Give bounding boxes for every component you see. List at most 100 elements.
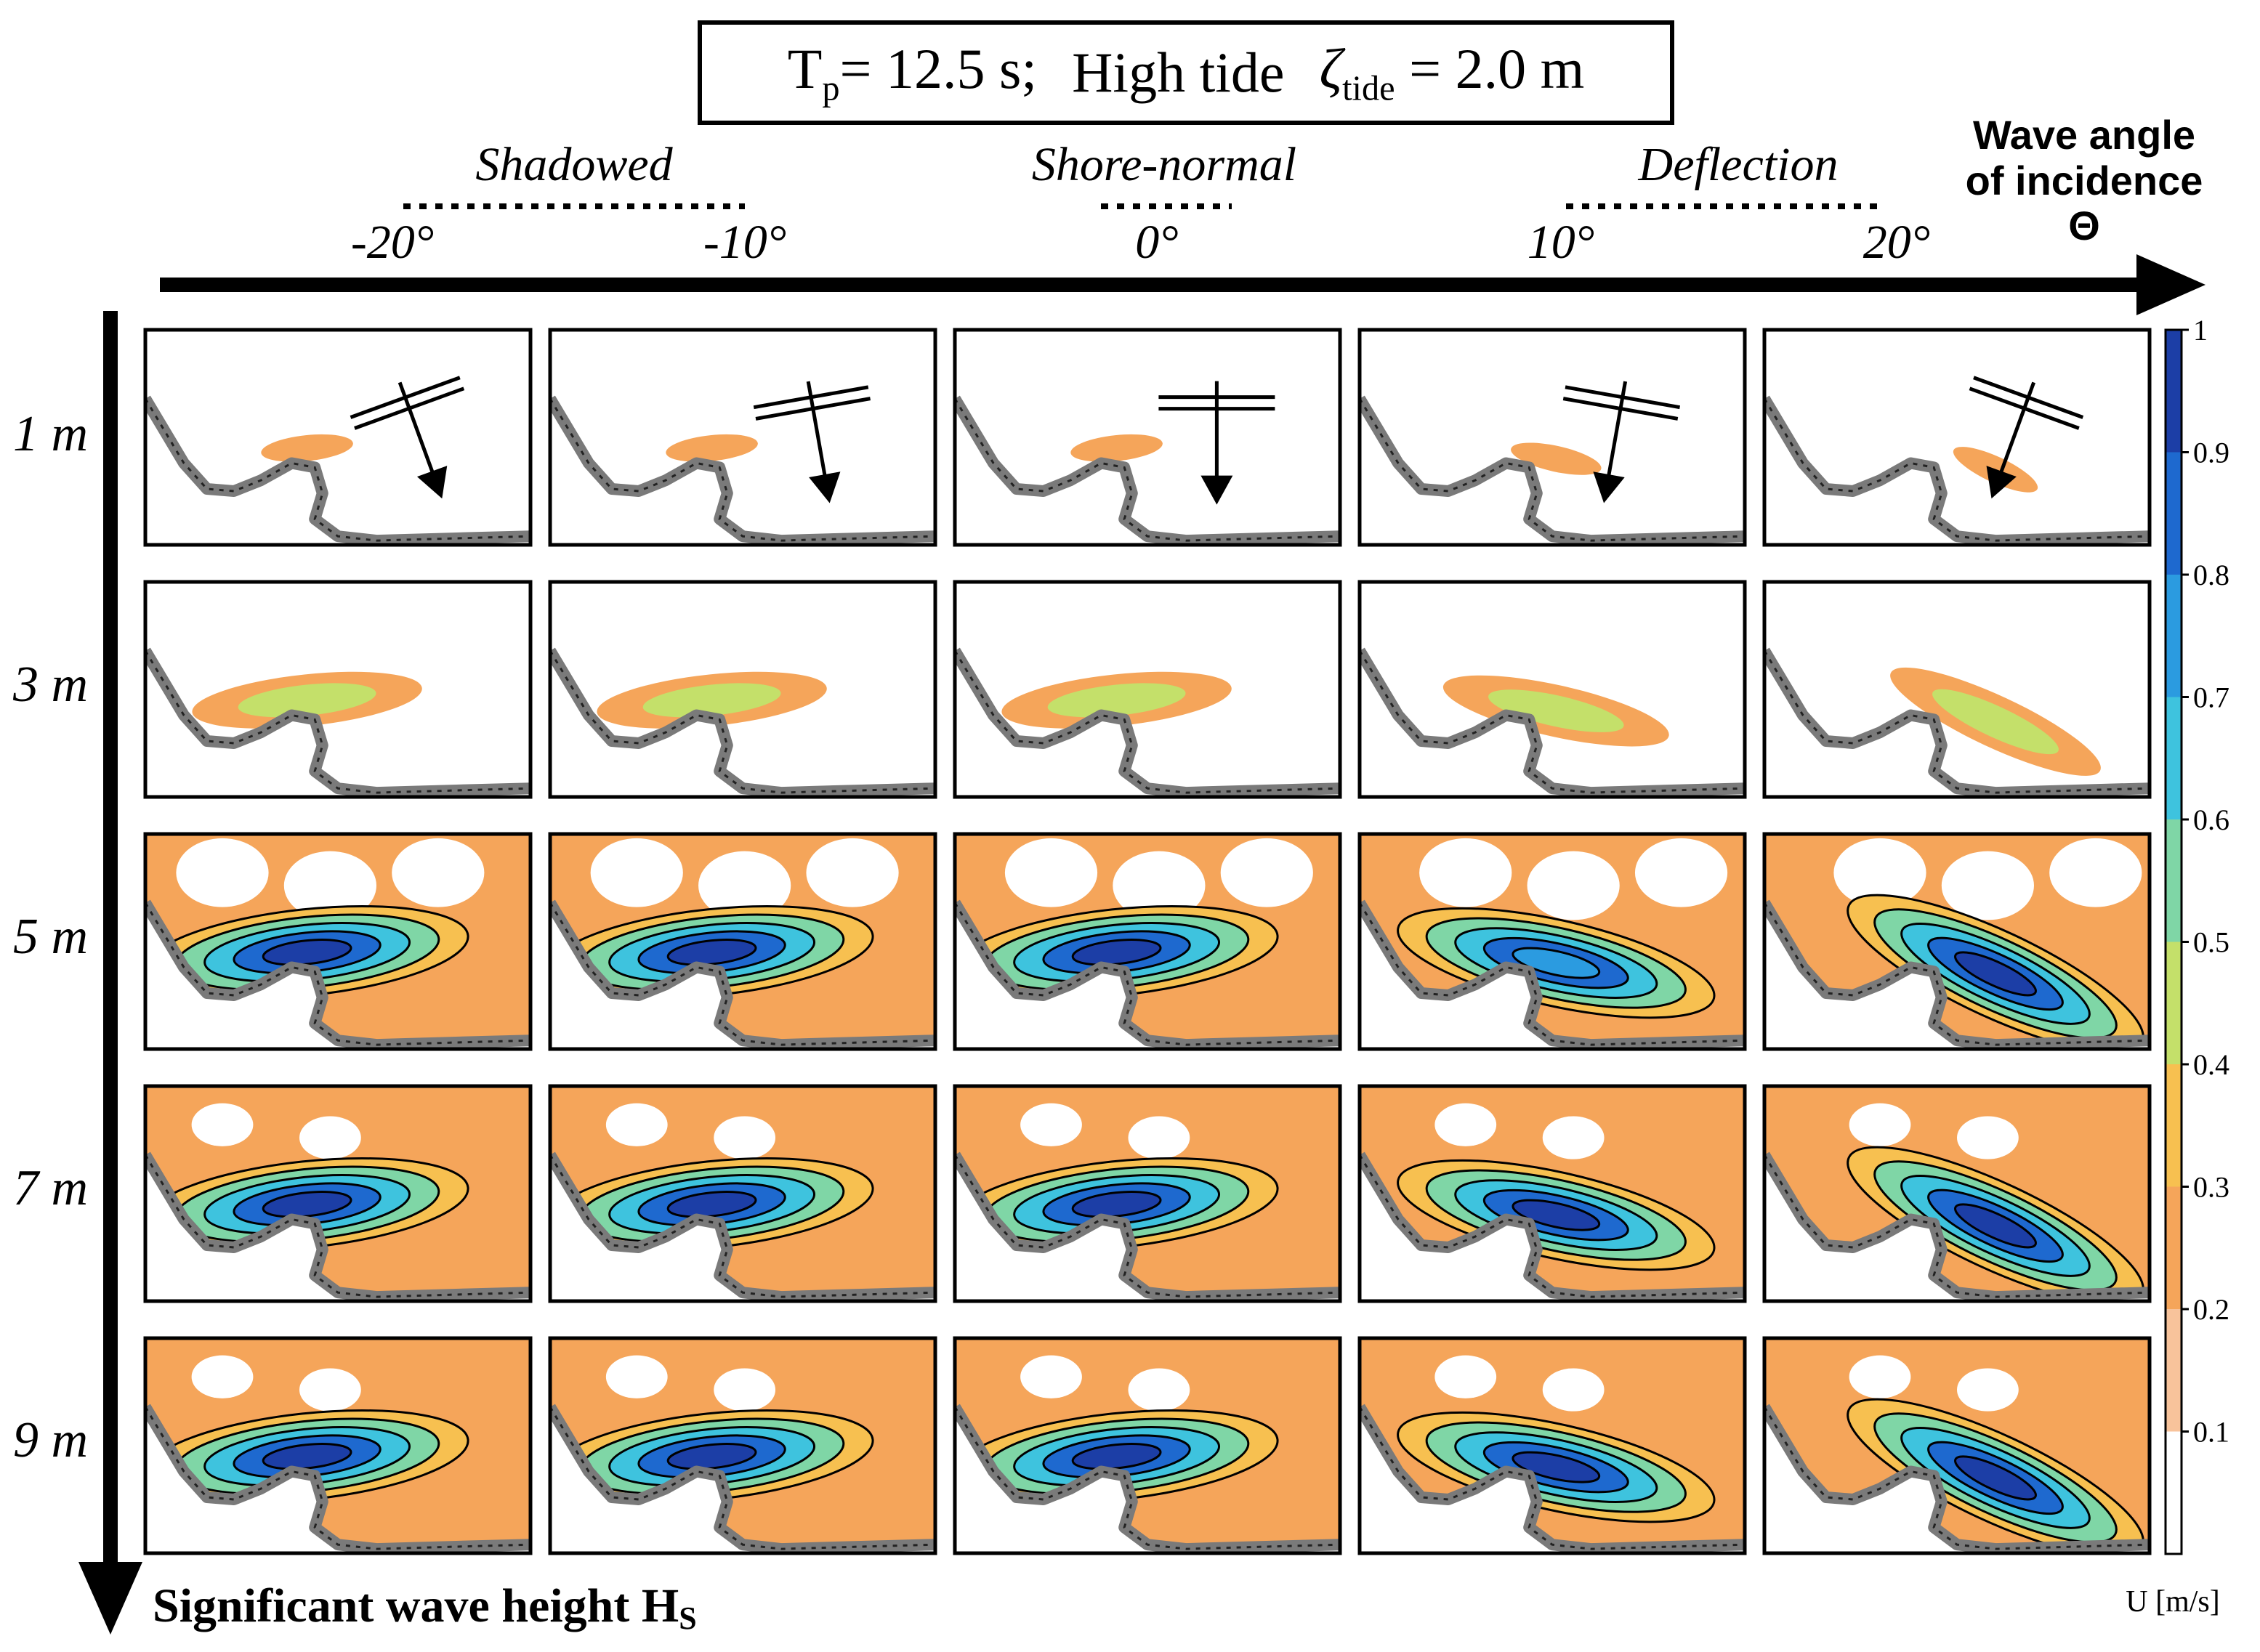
land — [550, 398, 935, 545]
panel-frame — [1357, 1336, 1747, 1555]
panel — [548, 1336, 937, 1555]
speed-contour — [262, 1191, 352, 1218]
colorbar-segment — [2166, 819, 2182, 942]
land — [955, 902, 1340, 1049]
calm-patch — [1542, 1116, 1605, 1159]
coastline-edge — [550, 397, 935, 542]
panel-frame — [548, 1084, 937, 1303]
height-tick: 5 m — [13, 909, 88, 965]
panel — [548, 1084, 937, 1303]
group-shadowed: Shadowed — [403, 138, 745, 209]
panel-frame — [953, 1336, 1342, 1555]
land — [1360, 398, 1745, 545]
panel — [1762, 832, 2152, 1051]
panel-frame — [953, 1084, 1342, 1303]
calm-patch — [806, 838, 899, 907]
speed-contour — [261, 434, 353, 462]
wave-direction-arrowhead — [416, 466, 448, 499]
group-label-deflection: Deflection — [1638, 138, 1839, 191]
colorbar-segment — [2166, 575, 2182, 697]
colorbar-segment — [2166, 1309, 2182, 1432]
speed-contour — [238, 683, 376, 718]
angle-axis-symbol: Θ — [2068, 203, 2100, 248]
coastline-edge — [1764, 649, 2150, 794]
land — [955, 650, 1340, 797]
height-axis-label: Significant wave height HS — [153, 1579, 697, 1636]
panel — [1762, 1084, 2152, 1303]
angle-axis-label-line1: Wave angle — [1973, 112, 2195, 158]
land — [1360, 902, 1745, 1049]
land — [145, 650, 530, 797]
land — [1764, 1154, 2150, 1301]
wave-direction-arrow — [1605, 381, 1628, 482]
coastline-edge — [1360, 1154, 1745, 1298]
angle-axis-arrow — [160, 254, 2205, 315]
calm-patch — [1941, 851, 2034, 920]
angle-tick: -20° — [351, 216, 434, 269]
calm-patch — [1957, 1368, 2019, 1412]
panel — [1357, 1336, 1747, 1555]
panel-frame — [1357, 832, 1747, 1051]
land — [145, 1406, 530, 1553]
panel-frame — [1357, 1084, 1747, 1303]
calm-patch — [2049, 838, 2142, 907]
angle-axis-label: Wave angle of incidence Θ — [1966, 112, 2203, 248]
calm-patch — [392, 838, 485, 907]
colorbar-segment — [2166, 942, 2182, 1064]
panel — [1357, 328, 1747, 547]
title-tide: High tide — [1072, 41, 1285, 104]
panel-frame — [143, 328, 533, 547]
panel — [143, 832, 533, 1051]
panel — [548, 832, 937, 1051]
panel-frame — [143, 580, 533, 799]
height-tick: 3 m — [12, 657, 88, 713]
calm-patch — [1634, 838, 1728, 907]
panel-frame — [1762, 580, 2152, 799]
height-tick: 7 m — [13, 1160, 88, 1216]
calm-patch — [1004, 838, 1098, 907]
calm-patch — [1128, 1116, 1190, 1159]
angle-axis-label-line2: of incidence — [1966, 158, 2203, 203]
angle-ticks: -20° -10° 0° 10° 20° — [351, 216, 1930, 269]
land — [145, 1154, 530, 1301]
height-ticks: 1 m 3 m 5 m 7 m 9 m — [12, 406, 88, 1468]
group-deflection: Deflection — [1566, 138, 1878, 209]
coastline-edge — [955, 1406, 1340, 1550]
angle-tick: 0° — [1135, 216, 1178, 269]
panel-frame — [1357, 580, 1747, 799]
calm-patch — [176, 838, 269, 907]
calm-patch — [283, 851, 376, 920]
colorbar-segment — [2166, 1186, 2182, 1309]
coastline-edge — [955, 649, 1340, 794]
coastline-edge — [1764, 1154, 2150, 1298]
coastline-edge — [955, 902, 1340, 1046]
calm-patch — [1527, 851, 1620, 920]
calm-patch — [1220, 838, 1313, 907]
speed-contour — [1512, 1199, 1601, 1231]
land — [955, 1154, 1340, 1301]
wave-direction-arrowhead — [1593, 471, 1625, 503]
speed-contour — [1488, 689, 1624, 732]
coastline-edge — [550, 649, 935, 794]
speed-contour — [666, 939, 757, 966]
panel-frame — [548, 328, 937, 547]
land — [955, 1406, 1340, 1553]
panel — [143, 328, 533, 547]
calm-patch — [1113, 851, 1206, 920]
panel-frame — [143, 1084, 533, 1303]
angle-tick: 10° — [1527, 216, 1594, 269]
land — [550, 650, 935, 797]
land — [1360, 1154, 1745, 1301]
speed-contour — [1512, 1451, 1601, 1483]
land — [550, 1406, 935, 1553]
speed-contour — [1071, 1191, 1162, 1218]
panel — [143, 1336, 533, 1555]
land — [1764, 902, 2150, 1049]
speed-contour — [262, 1443, 352, 1470]
coastline-edge — [1764, 397, 2150, 542]
speed-contour — [1071, 1443, 1162, 1470]
coastline-edge — [550, 1406, 935, 1550]
calm-patch — [714, 1368, 776, 1412]
panel-frame — [548, 580, 937, 799]
